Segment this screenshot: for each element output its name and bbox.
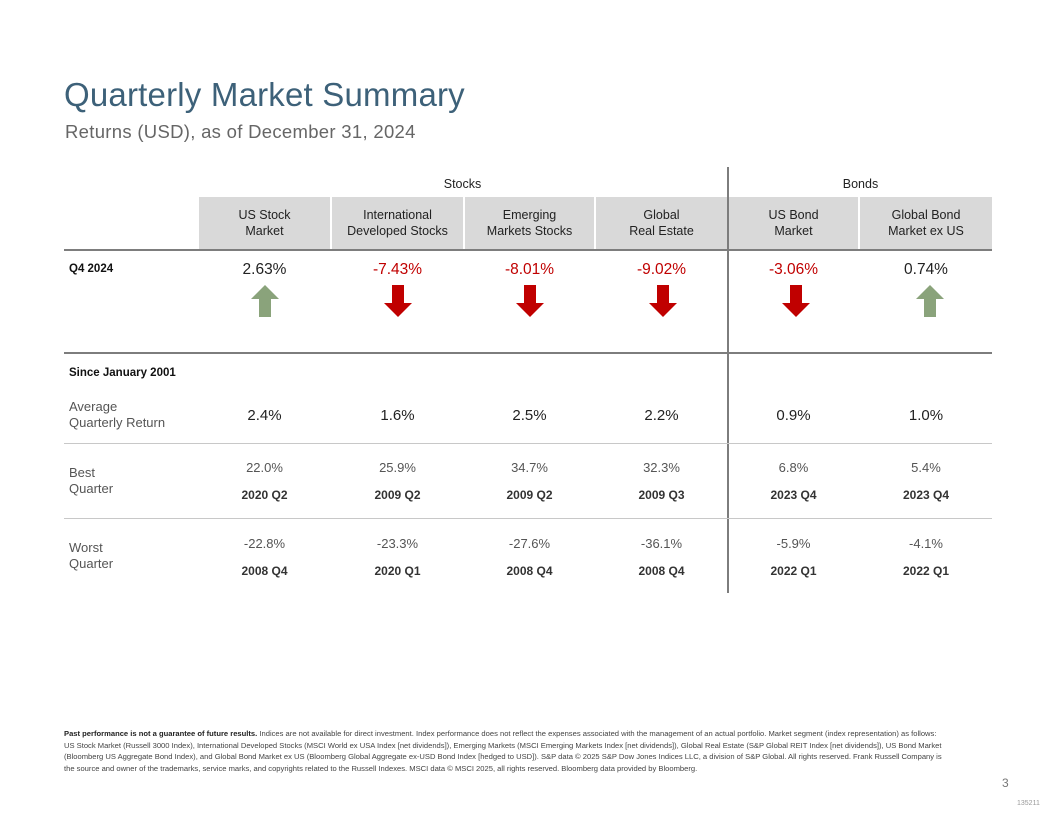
worst-value-us-stock: -22.8% bbox=[243, 536, 286, 551]
best-value-global-bond: 5.4% bbox=[911, 460, 941, 475]
best-quarter-us-stock: 2020 Q2 bbox=[241, 488, 288, 502]
group-label-bonds: Bonds bbox=[842, 177, 879, 191]
average-value-us-bond: 0.9% bbox=[776, 407, 811, 424]
row-divider bbox=[64, 518, 992, 519]
row-label-line: Quarter bbox=[69, 481, 114, 496]
worst-value-intl-developed: -23.3% bbox=[376, 536, 419, 551]
header-rule bbox=[64, 249, 992, 251]
footnote-disclaimer: Past performance is not a guarantee of f… bbox=[64, 729, 258, 738]
q4-section-rule bbox=[64, 352, 992, 354]
worst-quarter-emerging: 2008 Q4 bbox=[506, 564, 553, 578]
column-header-us-stock: US Stock Market bbox=[199, 197, 330, 249]
column-header-line: Market bbox=[245, 224, 284, 238]
row-label-average: Average Quarterly Return bbox=[69, 399, 165, 431]
page-subtitle: Returns (USD), as of December 31, 2024 bbox=[65, 121, 416, 142]
worst-value-us-bond: -5.9% bbox=[776, 536, 811, 551]
row-divider bbox=[64, 443, 992, 444]
footnote: Past performance is not a guarantee of f… bbox=[64, 728, 944, 774]
column-header-line: International bbox=[363, 208, 432, 222]
column-header-global-bond: Global Bond Market ex US bbox=[860, 197, 992, 249]
row-label-line: Worst bbox=[69, 540, 103, 555]
group-label-stocks: Stocks bbox=[443, 177, 482, 191]
best-value-us-bond: 6.8% bbox=[778, 460, 809, 475]
best-quarter-global-real-estate: 2009 Q3 bbox=[638, 488, 685, 502]
worst-value-global-real-estate: -36.1% bbox=[640, 536, 683, 551]
best-quarter-emerging: 2009 Q2 bbox=[506, 488, 553, 502]
row-label-best: Best Quarter bbox=[69, 465, 113, 497]
average-value-global-bond: 1.0% bbox=[908, 407, 944, 424]
group-divider bbox=[727, 167, 729, 593]
column-header-line: US Bond bbox=[768, 208, 819, 222]
worst-quarter-intl-developed: 2020 Q1 bbox=[374, 564, 421, 578]
best-quarter-global-bond: 2023 Q4 bbox=[902, 488, 950, 502]
arrow-down-icon bbox=[516, 285, 544, 317]
row-label-line: Quarterly Return bbox=[69, 415, 166, 430]
worst-quarter-us-bond: 2022 Q1 bbox=[770, 564, 817, 578]
average-value-us-stock: 2.4% bbox=[247, 407, 282, 424]
row-label-worst: Worst Quarter bbox=[69, 540, 113, 572]
best-value-emerging: 34.7% bbox=[511, 460, 548, 475]
column-header-line: Emerging bbox=[502, 208, 557, 222]
row-label-q4: Q4 2024 bbox=[69, 263, 114, 275]
q4-value-global-bond: 0.74% bbox=[904, 261, 948, 278]
q4-value-intl-developed: -7.43% bbox=[372, 261, 423, 278]
column-header-emerging: Emerging Markets Stocks bbox=[465, 197, 594, 249]
column-header-line: Market ex US bbox=[888, 224, 964, 238]
best-value-intl-developed: 25.9% bbox=[379, 460, 416, 475]
arrow-down-icon bbox=[782, 285, 810, 317]
page-number: 3 bbox=[1002, 776, 1009, 790]
column-header-line: US Stock bbox=[238, 208, 291, 222]
best-quarter-us-bond: 2023 Q4 bbox=[770, 488, 817, 502]
row-label-line: Best bbox=[69, 465, 96, 480]
page-title: Quarterly Market Summary bbox=[64, 76, 465, 113]
worst-quarter-global-real-estate: 2008 Q4 bbox=[638, 564, 685, 578]
footnote-text: Indices are not available for direct inv… bbox=[64, 729, 942, 773]
row-label-line: Average bbox=[69, 399, 118, 414]
row-label-line: Quarter bbox=[69, 556, 114, 571]
column-header-intl-developed: International Developed Stocks bbox=[332, 197, 463, 249]
arrow-down-icon bbox=[384, 285, 412, 317]
average-value-intl-developed: 1.6% bbox=[380, 407, 415, 424]
average-value-emerging: 2.5% bbox=[512, 407, 547, 424]
section-label-since-2001: Since January 2001 bbox=[69, 367, 176, 379]
column-header-line: Real Estate bbox=[629, 224, 694, 238]
q4-value-us-stock: 2.63% bbox=[242, 261, 287, 278]
arrow-up-icon bbox=[251, 285, 279, 317]
column-header-global-real-estate: Global Real Estate bbox=[596, 197, 727, 249]
column-header-line: Markets Stocks bbox=[486, 224, 573, 238]
column-header-line: Global bbox=[643, 208, 680, 222]
best-quarter-intl-developed: 2009 Q2 bbox=[374, 488, 421, 502]
document-code: 135211 bbox=[1017, 800, 1040, 807]
worst-value-global-bond: -4.1% bbox=[909, 536, 943, 551]
q4-value-emerging: -8.01% bbox=[504, 261, 555, 278]
worst-value-emerging: -27.6% bbox=[508, 536, 551, 551]
q4-value-us-bond: -3.06% bbox=[768, 261, 819, 278]
column-header-line: Market bbox=[774, 224, 813, 238]
worst-quarter-global-bond: 2022 Q1 bbox=[902, 564, 950, 578]
arrow-down-icon bbox=[649, 285, 677, 317]
best-value-us-stock: 22.0% bbox=[246, 460, 283, 475]
worst-quarter-us-stock: 2008 Q4 bbox=[241, 564, 288, 578]
q4-value-global-real-estate: -9.02% bbox=[636, 261, 687, 278]
average-value-global-real-estate: 2.2% bbox=[644, 407, 679, 424]
arrow-up-icon bbox=[916, 285, 944, 317]
best-value-global-real-estate: 32.3% bbox=[643, 460, 680, 475]
column-header-line: Developed Stocks bbox=[347, 224, 448, 238]
column-header-line: Global Bond bbox=[891, 208, 961, 222]
column-header-us-bond: US Bond Market bbox=[729, 197, 858, 249]
